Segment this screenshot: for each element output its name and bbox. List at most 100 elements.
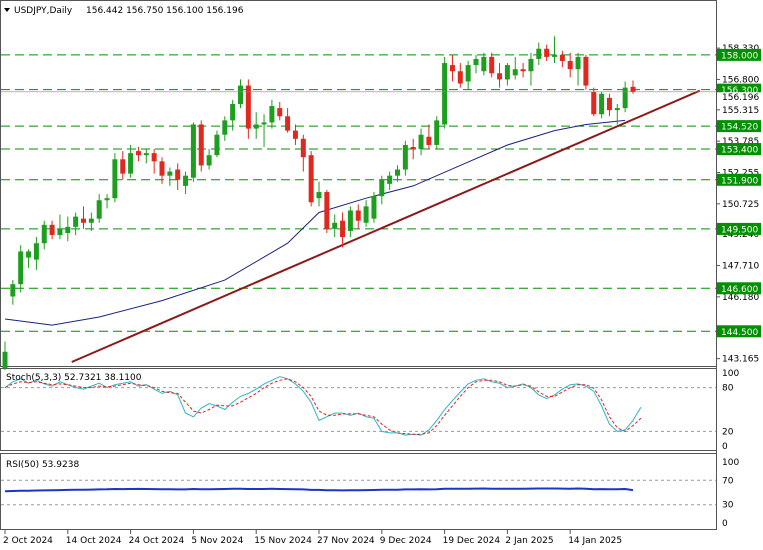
candle-down xyxy=(277,108,283,117)
date-tick-label: 2 Oct 2024 xyxy=(3,536,53,546)
candle-down xyxy=(559,54,565,61)
candle-down xyxy=(449,65,455,72)
candle-down xyxy=(591,91,597,115)
level-label: 154.520 xyxy=(721,123,758,133)
trendline xyxy=(71,89,701,363)
date-tick-label: 9 Dec 2024 xyxy=(380,536,432,546)
candle-up xyxy=(402,144,408,170)
candle-up xyxy=(128,153,134,174)
date-tick-label: 2 Jan 2025 xyxy=(505,536,553,546)
level-label-box xyxy=(717,143,761,156)
candle-up xyxy=(395,169,400,176)
level-label: 146.600 xyxy=(721,285,758,295)
candle-down xyxy=(81,218,86,223)
candle-up xyxy=(442,63,448,125)
price-tick-label: 146.180 xyxy=(722,293,759,303)
candle-up xyxy=(18,251,24,285)
candle-up xyxy=(599,93,605,115)
candle-up xyxy=(112,159,118,199)
candle-up xyxy=(528,58,534,72)
candle-up xyxy=(73,216,79,227)
candle-up xyxy=(190,124,196,178)
level-label: 156.300 xyxy=(721,86,758,96)
candle-up xyxy=(214,134,220,156)
candle-up xyxy=(57,228,63,236)
candle-up xyxy=(481,56,487,72)
candle-up xyxy=(238,85,243,104)
candle-up xyxy=(26,251,32,258)
date-tick-label: 19 Dec 2024 xyxy=(443,536,501,546)
candle-down xyxy=(489,56,495,74)
candle-up xyxy=(536,48,542,59)
oscillator-tick-label: 100 xyxy=(722,369,739,379)
price-tick-label: 143.165 xyxy=(722,355,759,365)
candle-down xyxy=(120,159,126,174)
candle-up xyxy=(2,351,8,369)
current-price-label: 156.196 xyxy=(722,93,759,103)
candle-up xyxy=(104,198,110,201)
candle-down xyxy=(497,73,503,80)
oscillator-tick-label: 100 xyxy=(722,458,739,468)
candle-down xyxy=(245,85,251,129)
candle-down xyxy=(285,116,291,131)
candle-down xyxy=(159,161,165,176)
price-tick-label: 150.725 xyxy=(722,200,759,210)
date-axis: 2 Oct 2024 14 Oct 2024 24 Oct 2024 5 Nov 20… xyxy=(3,530,622,546)
price-tick-label: 147.710 xyxy=(722,262,759,272)
candle-down xyxy=(567,61,573,70)
candle-up xyxy=(614,108,620,111)
level-label-box xyxy=(717,173,761,186)
level-label: 151.900 xyxy=(721,176,758,186)
candle-up xyxy=(622,87,628,109)
symbol-dropdown-icon[interactable] xyxy=(4,8,10,12)
candle-up xyxy=(96,200,102,219)
candle-up xyxy=(183,175,189,186)
candle-down xyxy=(457,71,463,84)
oscillator-tick-label: 20 xyxy=(722,427,734,437)
candle-down xyxy=(606,97,612,111)
candle-down xyxy=(292,130,298,139)
date-tick-label: 14 Oct 2024 xyxy=(66,536,122,546)
date-tick-label: 27 Nov 2024 xyxy=(317,536,375,546)
date-tick-label: 5 Nov 2024 xyxy=(191,536,243,546)
candle-up xyxy=(379,179,385,197)
candle-down xyxy=(355,210,361,221)
candle-up xyxy=(575,56,581,70)
candle-down xyxy=(49,224,55,236)
stochastic-panel: 100 80 20 0 xyxy=(1,369,739,452)
candle-up xyxy=(465,65,471,82)
candle-up xyxy=(387,175,393,184)
candle-down xyxy=(308,155,314,203)
price-tick-label: 153.785 xyxy=(722,137,759,147)
candle-up xyxy=(10,284,16,297)
main-title: USDJPY,Daily xyxy=(14,6,73,16)
candle-up xyxy=(504,65,510,80)
level-label-box xyxy=(717,222,761,235)
level-label-box xyxy=(717,120,761,133)
rsi-title: RSI(50) 53.9238 xyxy=(6,460,79,470)
candle-up xyxy=(418,134,424,150)
oscillator-series-1 xyxy=(4,378,642,435)
candle-down xyxy=(324,192,330,229)
candle-up xyxy=(512,69,518,76)
candle-up xyxy=(230,104,236,121)
candle-up xyxy=(261,122,267,125)
level-label: 153.400 xyxy=(721,146,758,156)
candle-down xyxy=(151,153,157,162)
candle-down xyxy=(520,69,526,72)
candle-up xyxy=(434,120,440,145)
candle-down xyxy=(340,220,346,238)
oscillator-series-0 xyxy=(4,487,634,493)
rsi-panel-frame xyxy=(0,453,717,530)
candle-up xyxy=(347,210,353,231)
date-tick-label: 24 Oct 2024 xyxy=(129,536,185,546)
price-tick-label: 149.240 xyxy=(722,230,759,240)
main-panel-frame xyxy=(0,0,717,367)
candle-up xyxy=(88,218,94,223)
level-lines xyxy=(1,54,716,332)
level-label: 158.000 xyxy=(721,51,758,61)
moving-average-group xyxy=(4,119,626,326)
level-label: 149.500 xyxy=(721,225,758,235)
candle-up xyxy=(552,54,557,57)
